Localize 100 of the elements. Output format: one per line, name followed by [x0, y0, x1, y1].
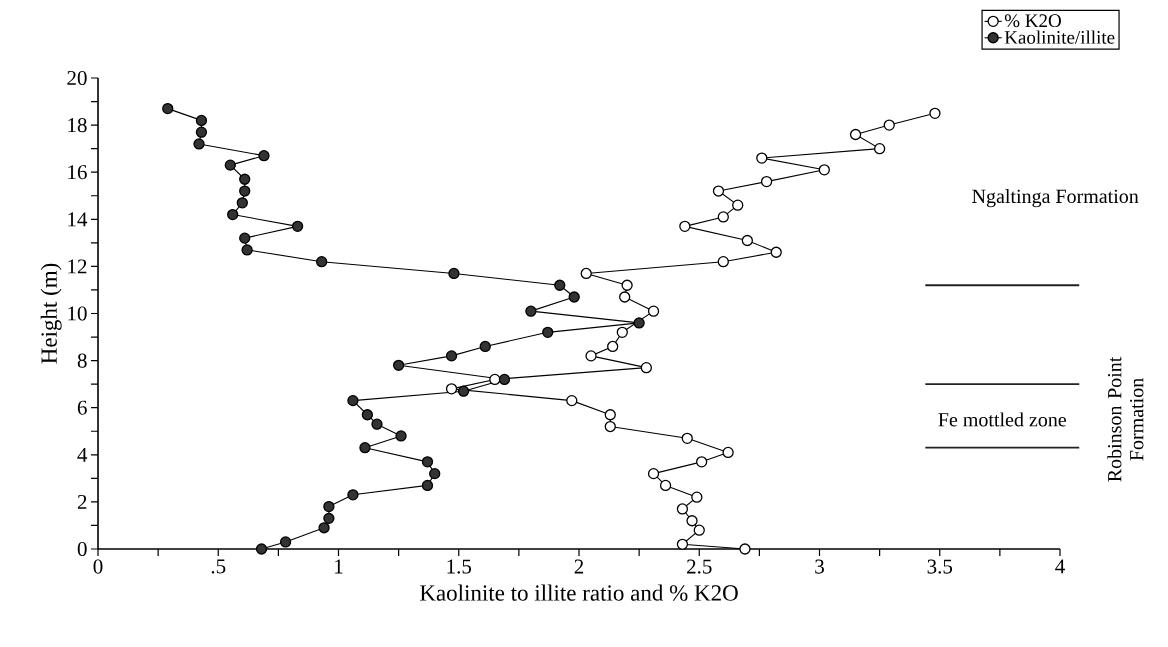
point [239, 232, 251, 244]
point [696, 456, 708, 468]
point [361, 409, 374, 421]
point [279, 536, 292, 548]
y-tick-label: 0 [77, 541, 87, 557]
point [291, 220, 304, 233]
point [445, 350, 458, 362]
y-tick-label: 12 [68, 259, 87, 274]
annotation: Ngaltinga Formation [972, 189, 1139, 208]
point [633, 317, 645, 329]
y-tick-label: 14 [68, 212, 88, 227]
point [227, 208, 239, 221]
x-tick-label: .5 [211, 559, 226, 574]
point [429, 467, 441, 480]
point [604, 409, 616, 421]
point [883, 119, 895, 131]
point [659, 479, 672, 492]
point [421, 479, 434, 492]
point [193, 138, 205, 150]
point [691, 491, 703, 503]
y-tick-label: 6 [77, 400, 87, 415]
y-tick-label: 20 [67, 70, 87, 86]
point [741, 234, 753, 247]
point [873, 142, 886, 155]
point [722, 446, 734, 459]
point [647, 305, 660, 317]
point [258, 150, 270, 162]
point [224, 159, 236, 171]
y-tick-label: 16 [68, 165, 87, 180]
point [498, 373, 511, 386]
point [585, 350, 597, 362]
point [679, 220, 691, 233]
point [566, 394, 578, 407]
point [316, 256, 328, 268]
x-tick-label: 1 [335, 559, 343, 574]
point [195, 126, 208, 138]
point [616, 326, 628, 338]
y-tick-label: 18 [68, 118, 87, 133]
point [712, 185, 725, 197]
point [489, 373, 501, 386]
point [445, 383, 458, 395]
point [849, 128, 862, 141]
point [395, 430, 407, 442]
text: Robinson Point Formation [1107, 356, 1144, 482]
point [676, 503, 689, 515]
point [717, 256, 729, 268]
point [604, 420, 616, 433]
point [347, 394, 359, 407]
point [717, 211, 729, 223]
point [421, 456, 434, 468]
point [239, 185, 251, 197]
point [739, 543, 751, 555]
point [359, 442, 371, 454]
point [686, 515, 698, 527]
point [255, 543, 268, 555]
point [607, 340, 619, 353]
point [195, 114, 208, 127]
point [162, 102, 174, 115]
point [756, 152, 768, 164]
point [568, 291, 580, 303]
point [236, 197, 248, 209]
point [241, 244, 253, 256]
point [542, 326, 554, 338]
point [621, 279, 633, 291]
x-tick-label: 1.5 [447, 559, 472, 574]
x-tick-label: 2.5 [687, 559, 712, 574]
legend-label: % K2O [1004, 14, 1061, 28]
legend-label: Kaolinite/illite [1004, 30, 1115, 44]
point [347, 489, 359, 501]
point [323, 512, 335, 525]
point [693, 524, 705, 536]
point [371, 418, 383, 430]
y-tick-label: 8 [77, 353, 87, 368]
x-tick-label: 0 [93, 559, 103, 574]
point [681, 432, 693, 444]
y-tick-label: 2 [77, 494, 87, 509]
point [392, 359, 405, 371]
point [318, 522, 330, 534]
y-axis-title: Height (m) [40, 263, 62, 364]
y-tick-label: 10 [68, 306, 87, 321]
point [732, 199, 744, 211]
point [448, 267, 460, 280]
point [479, 340, 491, 353]
y-tick-label: 4 [77, 447, 88, 462]
x-tick-label: 3 [815, 559, 824, 574]
point [525, 305, 537, 317]
point [457, 385, 470, 397]
point [929, 107, 941, 119]
x-tick-label: 3.5 [927, 559, 953, 574]
point [818, 164, 830, 176]
point [619, 291, 631, 303]
x-tick-label: 2 [574, 559, 584, 574]
point [323, 500, 335, 513]
point [239, 173, 251, 185]
point [770, 246, 782, 258]
point [554, 279, 566, 291]
point [640, 362, 652, 374]
point [647, 467, 660, 480]
x-tick-label: 4 [1055, 559, 1065, 574]
point [760, 175, 773, 188]
